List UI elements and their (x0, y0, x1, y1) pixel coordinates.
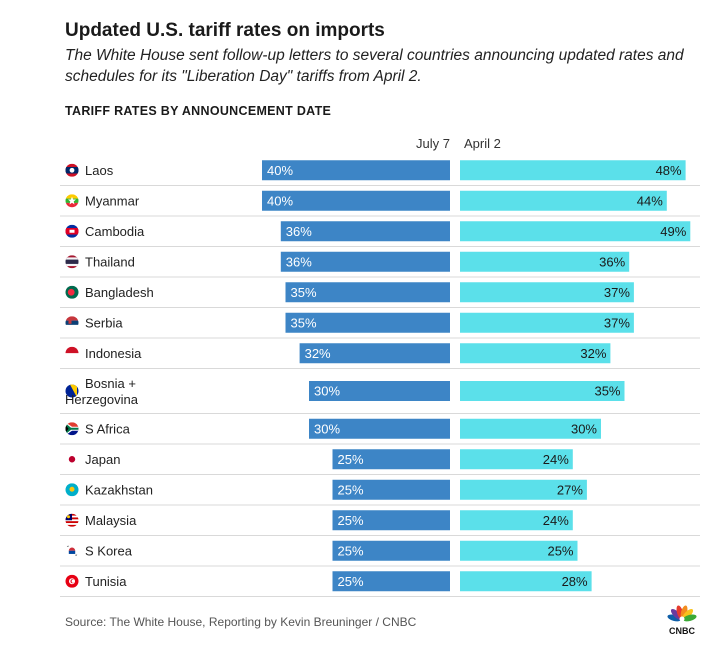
thailand-flag-icon (65, 255, 79, 269)
bar-july7 (280, 251, 450, 272)
bar-july7 (262, 160, 450, 181)
country-label: Malaysia (85, 513, 137, 528)
bar-april2 (460, 479, 587, 500)
japan-flag-icon (65, 452, 79, 466)
country-label: Kazakhstan (85, 482, 153, 497)
value-label-april2: 30% (571, 421, 597, 436)
value-label-july7: 30% (314, 421, 340, 436)
value-label-april2: 28% (562, 574, 588, 589)
tariff-chart: July 7 April 2 Laos 40% 48% Myanmar 40% 44% Camb… (60, 136, 700, 597)
country-label: Japan (85, 452, 120, 467)
value-label-july7: 25% (338, 543, 364, 558)
country-label: Indonesia (85, 346, 142, 361)
source-note: Source: The White House, Reporting by Ke… (65, 615, 417, 629)
legend-april2-label: April 2 (464, 136, 501, 151)
value-label-april2: 37% (604, 285, 630, 300)
country-label: Myanmar (85, 193, 140, 208)
country-label: S Africa (85, 421, 131, 436)
value-label-april2: 32% (580, 346, 606, 361)
country-label: Laos (85, 163, 114, 178)
value-label-april2: 24% (543, 452, 569, 467)
bar-april2 (460, 190, 667, 211)
bar-july7 (309, 418, 450, 439)
value-label-april2: 44% (637, 193, 663, 208)
value-label-july7: 30% (314, 384, 340, 399)
bar-april2 (460, 381, 625, 401)
value-label-july7: 25% (338, 574, 364, 589)
value-label-july7: 32% (305, 346, 331, 361)
bar-april2 (460, 343, 611, 364)
bar-april2 (460, 312, 634, 333)
cnbc-logo: CNBC (662, 603, 702, 636)
cnbc-logo-text: CNBC (669, 626, 695, 635)
bangladesh-flag-icon (65, 285, 79, 299)
cambodia-flag-icon (65, 224, 79, 238)
value-label-april2: 24% (543, 513, 569, 528)
bar-april2 (460, 251, 630, 272)
value-label-april2: 35% (594, 384, 620, 399)
chart-title: Updated U.S. tariff rates on imports (65, 20, 385, 41)
bar-april2 (460, 418, 601, 439)
bar-july7 (262, 190, 450, 211)
bar-april2 (460, 510, 573, 531)
country-label: Cambodia (85, 224, 145, 239)
cnbc-peacock-icon: CNBC (667, 605, 697, 636)
value-label-july7: 35% (291, 315, 317, 330)
bosnia-flag-icon (65, 384, 79, 398)
value-label-april2: 37% (604, 315, 630, 330)
country-label: Herzegovina (65, 392, 139, 407)
bar-april2 (460, 571, 592, 592)
country-label: Serbia (85, 315, 123, 330)
chart-subtitle: The White House sent follow-up letters t… (65, 47, 684, 85)
value-label-july7: 25% (338, 513, 364, 528)
value-label-april2: 48% (656, 163, 682, 178)
serbia-flag-icon (65, 316, 79, 330)
value-label-april2: 25% (547, 543, 573, 558)
value-label-july7: 36% (286, 254, 312, 269)
section-label: TARIFF RATES BY ANNOUNCEMENT DATE (65, 104, 332, 118)
value-label-july7: 35% (291, 285, 317, 300)
bar-july7 (280, 221, 450, 242)
bar-july7 (332, 449, 450, 470)
bar-july7 (285, 312, 450, 333)
country-label: S Korea (85, 543, 133, 558)
bar-april2 (460, 282, 634, 303)
bar-april2 (460, 160, 686, 181)
value-label-july7: 40% (267, 193, 293, 208)
bar-april2 (460, 221, 691, 242)
value-label-july7: 36% (286, 224, 312, 239)
tunisia-flag-icon (65, 574, 79, 588)
kazakhstan-flag-icon (65, 483, 79, 497)
bar-july7 (285, 282, 450, 303)
country-label: Tunisia (85, 574, 127, 589)
south-korea-flag-icon (65, 544, 79, 558)
malaysia-flag-icon (65, 513, 79, 527)
bar-april2 (460, 449, 573, 470)
bar-july7 (309, 381, 450, 401)
value-label-april2: 27% (557, 482, 583, 497)
bar-july7 (332, 510, 450, 531)
south-africa-flag-icon (65, 422, 79, 436)
value-label-july7: 25% (338, 482, 364, 497)
bar-july7 (332, 479, 450, 500)
value-label-july7: 25% (338, 452, 364, 467)
myanmar-flag-icon (65, 194, 79, 208)
bar-july7 (332, 571, 450, 592)
country-label: Bosnia + (85, 376, 136, 391)
value-label-april2: 49% (660, 224, 686, 239)
bar-july7 (299, 343, 450, 364)
value-label-april2: 36% (599, 254, 625, 269)
bar-july7 (332, 540, 450, 561)
legend-july7-label: July 7 (416, 136, 450, 151)
value-label-july7: 40% (267, 163, 293, 178)
laos-flag-icon (65, 163, 79, 177)
bar-april2 (460, 540, 578, 561)
country-label: Bangladesh (85, 285, 154, 300)
country-label: Thailand (85, 254, 135, 269)
indonesia-flag-icon (65, 346, 79, 360)
